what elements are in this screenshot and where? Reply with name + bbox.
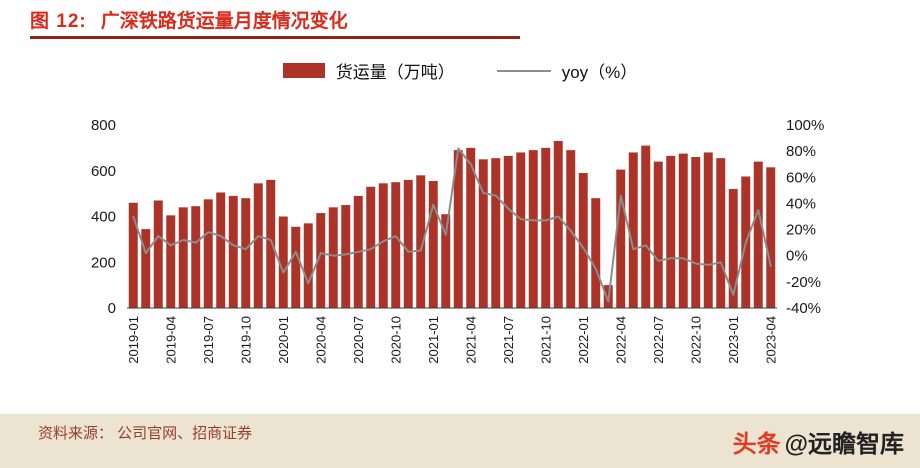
y-axis-tick-label: 400 [91,209,116,226]
freight-bar [141,229,151,308]
freight-bar [166,215,176,308]
freight-bar [528,150,538,308]
y2-axis-tick-label: 60% [786,169,816,186]
freight-bar [478,159,488,308]
freight-bar [641,145,651,308]
x-axis-tick-label: 2019-07 [201,316,216,364]
freight-bar [703,152,713,308]
freight-bar [553,141,563,308]
watermark-handle: @远瞻智库 [784,431,904,458]
legend-line-label: yoy（%） [561,63,638,82]
watermark: 头条 @远瞻智库 [733,424,904,459]
freight-bar [278,216,288,308]
freight-bar [503,155,513,308]
freight-bar [678,153,688,308]
freight-bar [666,155,676,308]
freight-bar [203,199,213,308]
freight-bar [753,161,763,308]
freight-bar [328,207,338,308]
y-axis-tick-label: 200 [91,254,116,271]
chart-legend: 货运量（万吨） yoy（%） [0,58,920,83]
freight-bar [578,173,588,308]
freight-bar [491,158,501,308]
x-axis-tick-label: 2021-07 [501,316,516,364]
freight-bar [316,213,326,308]
x-axis-tick-label: 2022-01 [576,316,591,364]
source-note: 资料来源： 公司官网、招商证券 [38,425,253,442]
x-axis-tick-label: 2022-04 [613,316,628,364]
y-axis-tick-label: 800 [91,117,116,134]
freight-bar [728,189,738,308]
y2-axis-tick-label: -20% [786,274,821,291]
freight-bar [291,226,301,308]
freight-bar [591,198,601,308]
x-axis-tick-label: 2019-04 [163,316,178,364]
x-axis-tick-label: 2021-01 [426,316,441,364]
figure-title: 广深铁路货运量月度情况变化 [100,11,348,32]
y-axis-tick-label: 0 [108,300,116,317]
y-axis-tick-label: 600 [91,163,116,180]
freight-bar [391,182,401,308]
freight-bar [466,147,476,309]
figure-header: 图 12: 广深铁路货运量月度情况变化 [30,6,348,33]
freight-bar [303,223,313,308]
title-underline [30,36,520,39]
freight-bar [566,150,576,308]
freight-bar [716,158,726,308]
freight-bar [153,200,163,308]
freight-bar [128,202,138,308]
freight-bar [341,205,351,308]
y2-axis-tick-label: 40% [786,195,816,212]
x-axis-tick-label: 2023-04 [763,316,778,364]
x-axis-tick-label: 2023-01 [726,316,741,364]
y2-axis-tick-label: 80% [786,143,816,160]
freight-bar [516,152,526,308]
legend-item-freight: 货运量（万吨） [282,58,455,83]
freight-bar [216,192,226,308]
legend-line-swatch [496,69,551,72]
x-axis-tick-label: 2019-01 [126,316,141,364]
legend-item-yoy: yoy（%） [496,58,638,83]
x-axis-tick-label: 2020-10 [388,316,403,364]
x-axis-tick-label: 2022-10 [688,316,703,364]
y2-axis-tick-label: 20% [786,222,816,239]
freight-bar [428,181,438,308]
y2-axis-tick-label: -40% [786,300,821,317]
y2-axis-tick-label: 0% [786,248,808,265]
x-axis-tick-label: 2019-10 [238,316,253,364]
x-axis-tick-label: 2020-07 [351,316,366,364]
yoy-line [132,147,772,303]
freight-bar [416,175,426,308]
freight-bar [453,150,463,308]
y2-axis-tick-label: 100% [786,117,824,134]
x-axis-tick-label: 2021-10 [538,316,553,364]
figure-number: 图 12: [30,11,87,32]
freight-bar [766,167,776,308]
x-axis-tick-label: 2020-04 [313,316,328,364]
freight-bar [241,198,251,308]
freight-bar [253,183,263,308]
freight-bar [403,179,413,308]
freight-bar [266,179,276,308]
freight-bar [441,214,451,308]
freight-bar [366,186,376,308]
x-axis-tick-label: 2021-04 [463,316,478,364]
x-axis-tick-label: 2020-01 [276,316,291,364]
freight-bar [616,169,626,308]
freight-bar [691,157,701,308]
legend-bar-swatch [282,63,325,78]
watermark-brand: 头条 [732,431,781,458]
freight-bar [178,207,188,308]
freight-bar [541,147,551,309]
freight-bar [191,206,201,308]
legend-bar-label: 货运量（万吨） [335,63,455,82]
footer-band [0,414,920,468]
freight-bar [628,152,638,308]
freight-bar [378,183,388,308]
freight-bar [228,195,238,308]
freight-bar [653,161,663,308]
x-axis-tick-label: 2022-07 [651,316,666,364]
chart-svg: 0 200 400 600 800 -40% -20% 0% 20% 40% 60% 80% 100% 2… [91,117,824,364]
